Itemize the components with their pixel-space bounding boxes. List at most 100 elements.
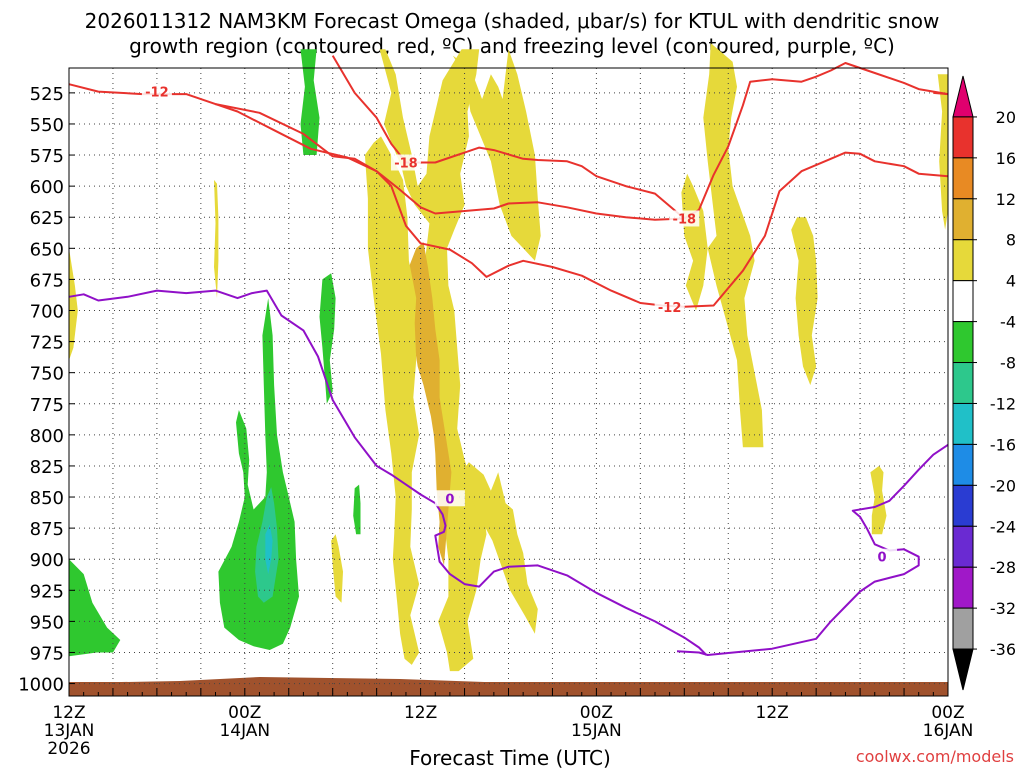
- x-tick-label-1-2: 14JAN: [219, 721, 270, 741]
- omega-region-14: [353, 484, 361, 535]
- colorbar-swatch-1: [952, 116, 974, 159]
- omega-region-5: [681, 43, 764, 448]
- contours: [68, 55, 949, 656]
- colorbar-swatch-7: [952, 362, 974, 404]
- y-tick-label-14: 875: [30, 519, 64, 540]
- x-tick-label-5-1: 00Z: [931, 703, 964, 723]
- contour-label-bg-2: [669, 210, 700, 227]
- contour-label-2: -18: [673, 212, 697, 227]
- omega-region-3: [452, 49, 541, 261]
- y-tick-label-16: 925: [30, 581, 64, 602]
- contour-label-bg-3: [654, 298, 685, 315]
- contour-dgz_-18_left: [215, 103, 685, 221]
- colorbar-swatch-3: [952, 198, 974, 241]
- omega-region-17: [265, 524, 273, 575]
- y-tick-label-6: 675: [30, 270, 64, 291]
- colorbar: 20 16 12 8 4 -4 -8 -12 -16 -20 -24 -28 -32 -36: [952, 75, 1016, 691]
- x-tick-label-1-1: 00Z: [228, 703, 261, 723]
- contour-dgz_-18_top: [331, 55, 949, 220]
- colorbar-swatch-5: [952, 280, 974, 323]
- y-tick-label-7: 700: [30, 301, 64, 322]
- y-tick-label-15: 900: [30, 550, 64, 571]
- contour-label-bg-5: [867, 548, 898, 565]
- colorbar-swatch-8: [952, 402, 974, 445]
- y-tick-label-11: 800: [30, 426, 64, 447]
- omega-region-8: [937, 74, 948, 230]
- y-tick-label-13: 850: [30, 488, 64, 509]
- colorbar-swatch-12: [952, 566, 974, 609]
- omega-region-1: [406, 242, 452, 566]
- colorbar-label-9: -20: [990, 476, 1016, 495]
- colorbar-swatch-6: [952, 321, 974, 364]
- y-axis: 525 550 575 600 625 650 675 700 725 750 775 800 825 8…: [18, 84, 75, 696]
- colorbar-label-0: 20: [996, 108, 1016, 127]
- colorbar-label-3: 8: [1006, 231, 1016, 250]
- omega-region-11: [331, 534, 343, 603]
- colorbar-swatch-2: [952, 157, 974, 200]
- x-tick-label-3-2: 15JAN: [571, 721, 622, 741]
- colorbar-swatch-4: [952, 239, 974, 282]
- contour-label-0: -12: [145, 86, 169, 101]
- colorbar-label-1: 16: [996, 149, 1016, 168]
- colorbar-swatch-14: [952, 648, 974, 691]
- x-tick-label-0-2: 13JAN: [44, 721, 95, 741]
- y-tick-label-1: 550: [30, 115, 64, 136]
- colorbar-label-7: -12: [990, 394, 1016, 413]
- colorbar-swatch-10: [952, 484, 974, 527]
- y-tick-label-8: 725: [30, 333, 64, 354]
- y-tick-label-19: 1000: [18, 675, 64, 696]
- y-tick-label-2: 575: [30, 146, 64, 167]
- x-tick-label-4-1: 12Z: [756, 703, 789, 723]
- contour-label-bg-0: [141, 83, 172, 100]
- colorbar-swatch-11: [952, 525, 974, 568]
- omega-region-13: [319, 273, 336, 404]
- y-tick-label-17: 950: [30, 612, 64, 633]
- colorbar-label-6: -8: [1000, 354, 1016, 373]
- colorbar-label-11: -28: [990, 558, 1016, 577]
- colorbar-label-4: 4: [1006, 272, 1016, 291]
- omega-region-18: [69, 559, 121, 657]
- contour-freezing_level_0: [68, 289, 708, 656]
- y-tick-label-18: 975: [30, 643, 64, 664]
- x-tick-label-0-1: 12Z: [52, 703, 85, 723]
- y-tick-label-4: 625: [30, 208, 64, 229]
- contour-label-bg-4: [434, 490, 465, 507]
- x-tick-label-2-1: 12Z: [404, 703, 437, 723]
- omega-region-9: [69, 248, 78, 361]
- chart-title-line2: growth region (contoured, red, ºC) and f…: [129, 34, 895, 58]
- omega-region-15: [218, 298, 299, 650]
- contour-label-5: 0: [878, 551, 887, 566]
- contour-freezing_level_right: [676, 443, 949, 656]
- contour-label-bg-1: [390, 154, 421, 171]
- y-tick-label-10: 775: [30, 395, 64, 416]
- contour-labels: -12 -18 -18 -12 0 0: [141, 83, 898, 566]
- colorbar-label-2: 12: [996, 190, 1016, 209]
- credit-text: coolwx.com/models: [856, 747, 1014, 766]
- x-axis-label: Forecast Time (UTC): [409, 746, 611, 768]
- y-tick-label-9: 750: [30, 364, 64, 385]
- colorbar-swatch-0: [952, 75, 974, 118]
- y-tick-label-3: 600: [30, 177, 64, 198]
- y-tick-label-12: 825: [30, 457, 64, 478]
- colorbar-label-13: -36: [990, 640, 1016, 659]
- omega-region-2: [364, 136, 420, 665]
- contour-label-4: 0: [445, 492, 454, 507]
- colorbar-label-10: -24: [990, 517, 1016, 536]
- colorbar-swatch-13: [952, 607, 974, 650]
- omega-shading: [69, 43, 948, 672]
- x-tick-label-5-2: 16JAN: [923, 721, 974, 741]
- colorbar-label-5: -4: [1000, 313, 1016, 332]
- colorbar-swatch-9: [952, 443, 974, 486]
- contour-label-1: -18: [394, 157, 418, 172]
- omega-region-6: [791, 217, 818, 386]
- contour-dgz_-12_upper: [68, 83, 949, 308]
- chart-title-line1: 2026011312 NAM3KM Forecast Omega (shaded…: [85, 9, 940, 33]
- omega-region-10: [214, 179, 219, 299]
- contour-label-3: -12: [658, 301, 682, 316]
- y-tick-label-5: 650: [30, 239, 64, 260]
- omega-region-12: [300, 49, 320, 155]
- x-tick-label-3-1: 00Z: [580, 703, 613, 723]
- colorbar-label-12: -32: [990, 599, 1016, 618]
